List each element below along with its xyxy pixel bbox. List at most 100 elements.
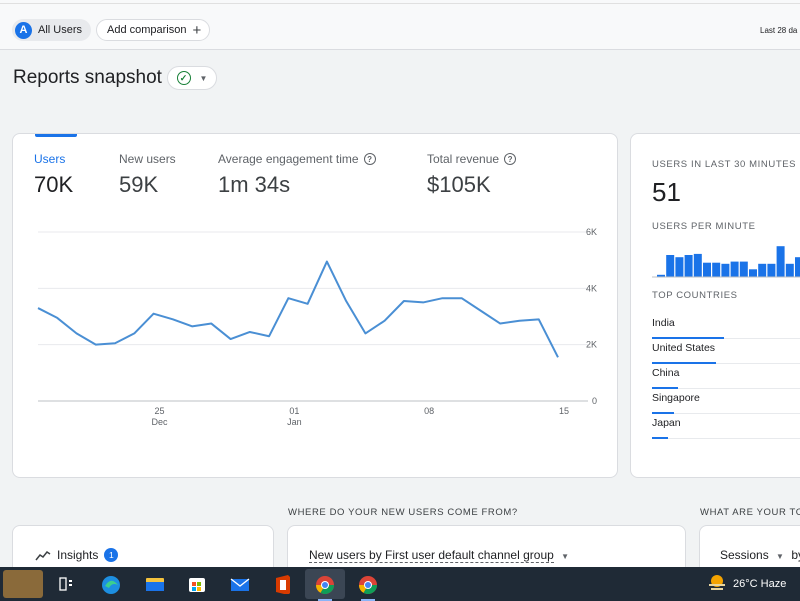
metric-users[interactable]: Users 70K (34, 152, 73, 198)
country-name: Japan (652, 417, 681, 429)
country-row: United States (652, 339, 800, 364)
store-icon[interactable] (186, 574, 208, 594)
users-30min-caption: USERS IN LAST 30 MINUTES (652, 159, 797, 170)
top-bar: A All Users Add comparison + Last 28 da (0, 0, 800, 50)
office-icon[interactable] (272, 574, 294, 594)
help-icon[interactable]: ? (504, 153, 517, 165)
insights-trend-icon (35, 550, 51, 561)
date-range-selector[interactable]: Last 28 da (760, 26, 798, 35)
minute-bar (730, 261, 739, 277)
check-circle-icon: ✓ (176, 71, 191, 85)
channel-group-dropdown[interactable]: New users by First user default channel … (309, 548, 570, 563)
all-users-chip[interactable]: A All Users (12, 19, 92, 41)
metric-label: Average engagement time (218, 152, 359, 166)
country-name: Singapore (652, 392, 700, 404)
minute-bar (657, 274, 665, 277)
minute-bar (758, 263, 767, 277)
users-30min-value: 51 (652, 177, 681, 207)
minute-bar (666, 255, 675, 277)
country-share-bar (652, 412, 675, 414)
insights-card[interactable]: Insights 1 (12, 525, 274, 575)
minute-bar (739, 261, 748, 277)
y-tick-label: 6K (586, 227, 597, 237)
country-row: China (652, 364, 800, 389)
sessions-label: Sessions (720, 548, 769, 562)
metric-engagement-time[interactable]: Average engagement time ? 1m 34s (218, 152, 376, 198)
haze-weather-icon (709, 575, 725, 590)
y-tick-label: 2K (586, 340, 597, 350)
metric-value: 59K (119, 172, 159, 197)
metric-total-revenue[interactable]: Total revenue ? $105K (427, 152, 517, 198)
x-tick-label: 25 (155, 406, 165, 416)
country-row: India (652, 314, 800, 339)
users-per-minute-chart (652, 246, 800, 278)
mail-icon[interactable] (229, 574, 251, 594)
x-tick-label: 15 (559, 406, 569, 416)
overview-card: Users 70K New users 59K Average engageme… (12, 133, 618, 478)
app-running-indicator (318, 599, 332, 601)
add-comparison-label: Add comparison (107, 24, 187, 36)
country-name: India (652, 317, 675, 329)
page-title: Reports snapshot (13, 67, 162, 88)
edge-icon[interactable] (100, 574, 122, 594)
users-per-minute-caption: USERS PER MINUTE (652, 221, 756, 232)
minute-bar (785, 263, 794, 277)
minute-bar (712, 262, 721, 277)
by-label: by (791, 548, 800, 562)
minute-bar (776, 246, 785, 277)
country-name: China (652, 367, 680, 379)
country-share-bar (652, 337, 724, 339)
app-running-indicator (361, 599, 375, 601)
minute-bar (767, 263, 776, 277)
metric-value: 70K (34, 172, 74, 197)
task-view-icon[interactable] (57, 574, 79, 594)
file-explorer-icon[interactable] (144, 574, 166, 594)
realtime-card: USERS IN LAST 30 MINUTES 51 USERS PER MI… (630, 133, 800, 478)
top-countries-caption: TOP COUNTRIES (652, 290, 738, 301)
country-share-bar (652, 362, 716, 364)
y-tick-label: 0 (592, 396, 597, 406)
add-comparison-button[interactable]: Add comparison + (96, 19, 211, 41)
sessions-dropdown[interactable]: Sessions ▼ by (720, 548, 800, 562)
insights-count-badge: 1 (104, 548, 119, 562)
country-row: Singapore (652, 389, 800, 414)
user-avatar: A (15, 21, 32, 39)
minute-bar (684, 255, 693, 277)
weather-text[interactable]: 26°C Haze (733, 578, 787, 590)
plus-icon: + (192, 21, 202, 39)
metric-value: 1m 34s (218, 172, 291, 197)
report-status-button[interactable]: ✓ ▼ (167, 66, 217, 90)
chrome-icon[interactable] (314, 574, 336, 594)
new-users-channel-card: New users by First user default channel … (287, 525, 686, 575)
country-share-bar (652, 387, 678, 389)
metric-value: $105K (427, 172, 491, 197)
weather-widget-icon[interactable] (3, 570, 43, 598)
country-row: Japan (652, 414, 800, 439)
metric-label: New users (119, 152, 176, 166)
minute-bar (693, 253, 702, 277)
y-tick-label: 4K (586, 283, 597, 293)
chrome-icon[interactable] (357, 574, 379, 594)
top-divider (0, 3, 800, 4)
channel-group-label: New users by First user default channel … (309, 548, 554, 563)
x-tick-month-label: Jan (287, 417, 302, 427)
x-tick-label: 01 (289, 406, 299, 416)
sessions-card: Sessions ▼ by (699, 525, 800, 575)
caret-down-icon: ▼ (199, 73, 208, 83)
users-series-line (37, 260, 559, 358)
metric-new-users[interactable]: New users 59K (119, 152, 176, 198)
metric-label: Users (34, 152, 66, 166)
caret-down-icon: ▼ (776, 552, 784, 561)
x-tick-month-label: Dec (152, 417, 169, 427)
insights-label: Insights (57, 548, 99, 562)
help-icon[interactable]: ? (363, 153, 376, 165)
caret-down-icon: ▼ (561, 552, 570, 561)
minute-bar (795, 257, 800, 277)
minute-bar (675, 257, 684, 277)
top-section-heading: WHAT ARE YOUR TO (700, 507, 800, 518)
all-users-label: All Users (38, 24, 83, 36)
country-name: United States (652, 342, 716, 354)
metric-label: Total revenue (427, 152, 500, 166)
minute-bar (721, 263, 730, 277)
